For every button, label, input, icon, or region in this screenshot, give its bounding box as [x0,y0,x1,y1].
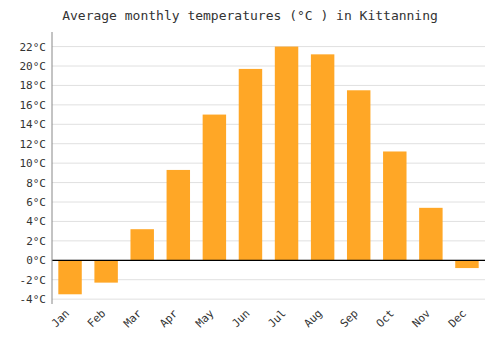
x-axis: Jan Feb Mar Apr May Jun Jul Aug Sep Oct Nov Dec [49,307,469,331]
grid-line [52,202,485,203]
grid-line [52,46,485,47]
grid-line [52,163,485,164]
bar [347,90,370,260]
bar [58,260,81,294]
x-tick-label: Jul [265,307,288,330]
y-tick-label: 20°C [20,60,47,73]
bar [94,260,117,282]
y-tick-label: 22°C [20,41,47,54]
grid-line [52,104,485,105]
zero-line [52,260,485,261]
x-tick-label: Dec [446,307,469,330]
y-axis: -4°C -2°C 0°C 2°C 4°C 6°C 8°C 10°C 12°C 14°C 16°C 1… [20,41,47,307]
chart: -4°C -2°C 0°C 2°C 4°C 6°C 8°C 10°C 12°C 14°C 16°C 1… [0,0,500,350]
y-tick-label: 8°C [26,177,46,190]
bar [275,47,298,261]
bar [239,69,262,260]
grid-line [52,143,485,144]
bar [130,229,153,260]
bar [383,151,406,260]
grid-line [52,124,485,125]
x-tick-label: Feb [85,307,108,330]
y-tick-label: -4°C [20,293,47,306]
x-tick-label: Jan [49,307,72,330]
y-tick-label: 10°C [20,157,47,170]
grid-line [52,85,485,86]
grid-line [52,299,485,300]
x-tick-label: May [193,307,217,331]
y-tick-label: 4°C [26,215,46,228]
y-axis-line [52,32,53,304]
bar [203,115,226,261]
grid-line [52,182,485,183]
bars [58,47,478,295]
x-tick-label: Sep [338,307,361,330]
bar [455,260,478,268]
y-tick-label: 6°C [26,196,46,209]
y-tick-label: 0°C [26,254,46,267]
y-tick-label: 2°C [26,235,46,248]
y-tick-label: 16°C [20,99,47,112]
grid-line [52,66,485,67]
x-tick-label: Jun [229,307,252,330]
background [0,0,500,350]
title: Average monthly temperatures (°C ) in Ki… [62,8,438,23]
x-tick-label: Oct [374,307,397,330]
x-tick-label: Nov [410,307,434,331]
y-tick-label: 18°C [20,79,47,92]
y-tick-label: -2°C [20,274,47,287]
x-tick-label: Apr [157,307,181,331]
bar [419,208,442,260]
grid [52,47,485,300]
y-tick-label: 12°C [20,138,47,151]
x-tick-label: Mar [121,307,145,331]
grid-line [52,260,485,261]
bar [167,170,190,260]
x-tick-label: Aug [302,307,325,330]
bar [311,54,334,260]
y-tick-label: 14°C [20,118,47,131]
